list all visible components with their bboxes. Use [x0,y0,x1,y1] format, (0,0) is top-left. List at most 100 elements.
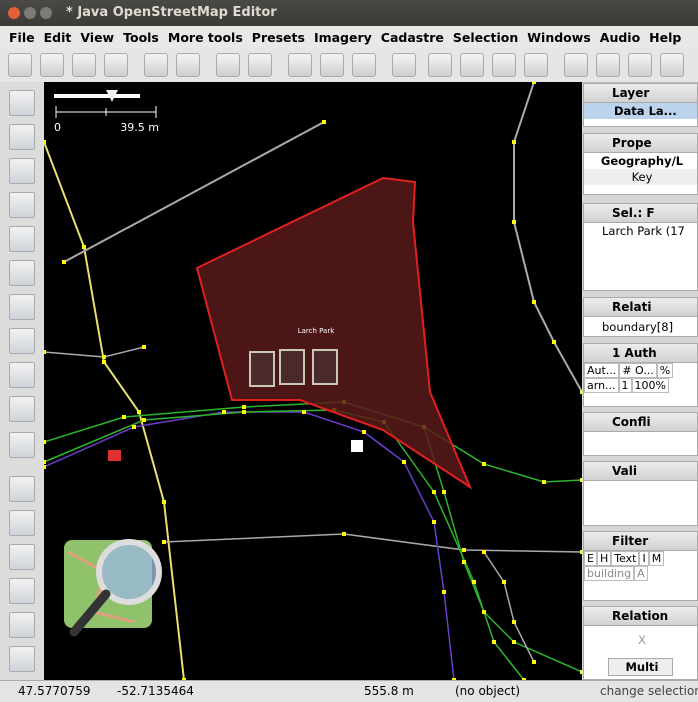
node[interactable] [142,418,146,422]
tool-button[interactable] [320,53,344,77]
node[interactable] [362,430,366,434]
node[interactable] [102,360,106,364]
tool-button[interactable] [628,53,652,77]
tool-button[interactable] [176,53,200,77]
menu-item[interactable]: Help [649,29,682,45]
mode-button[interactable] [9,124,35,150]
node[interactable] [502,580,506,584]
node[interactable] [532,82,536,84]
menu-item[interactable]: Selection [452,29,519,45]
node[interactable] [462,548,466,552]
node[interactable] [432,520,436,524]
way[interactable] [44,346,145,358]
node[interactable] [44,460,46,464]
node[interactable] [512,620,516,624]
node[interactable] [472,580,476,584]
node[interactable] [122,415,126,419]
node[interactable] [44,140,46,144]
mode-button[interactable] [9,294,35,320]
node[interactable] [512,140,516,144]
node[interactable] [342,532,346,536]
tool-button[interactable] [248,53,272,77]
node[interactable] [132,425,136,429]
node[interactable] [482,550,486,554]
node[interactable] [162,540,166,544]
tool-button[interactable] [492,53,516,77]
node[interactable] [532,660,536,664]
selection-item[interactable]: Larch Park (17 [602,224,685,238]
node[interactable] [242,410,246,414]
node[interactable] [44,440,46,444]
layer-item[interactable]: Data La... [584,103,697,119]
tool-button[interactable] [216,53,240,77]
tool-button[interactable] [352,53,376,77]
node[interactable] [302,410,306,414]
way[interactable] [163,533,582,553]
mode-button[interactable] [9,90,35,116]
menu-item[interactable]: More tools [167,29,243,45]
mode-button[interactable] [9,432,35,458]
relation-item[interactable]: boundary[8] [602,320,674,334]
node[interactable] [44,350,46,354]
menu-item[interactable]: Audio [599,29,641,45]
mode-button[interactable] [9,476,35,502]
node[interactable] [442,490,446,494]
maximize-button[interactable] [40,7,52,19]
node[interactable] [482,462,486,466]
node[interactable] [442,590,446,594]
menu-item[interactable]: Edit [43,29,72,45]
node[interactable] [322,120,326,124]
node[interactable] [542,480,546,484]
node[interactable] [580,390,582,394]
tool-button[interactable] [596,53,620,77]
building[interactable] [279,349,305,385]
way[interactable] [44,401,582,483]
mode-button[interactable] [9,510,35,536]
tool-button[interactable] [40,53,64,77]
node[interactable] [44,465,46,469]
node[interactable] [62,260,66,264]
multi-button[interactable]: Multi [608,658,673,676]
menu-item[interactable]: Windows [527,29,591,45]
node[interactable] [142,345,146,349]
mode-button[interactable] [9,192,35,218]
building[interactable] [312,349,338,385]
way[interactable] [63,121,325,263]
node[interactable] [402,460,406,464]
menu-item[interactable]: Presets [251,29,305,45]
tool-button[interactable] [392,53,416,77]
tool-button[interactable] [660,53,684,77]
tool-button[interactable] [428,53,452,77]
mode-button[interactable] [9,578,35,604]
properties-tab[interactable]: Geography/L [600,154,684,168]
mode-button[interactable] [9,396,35,422]
way[interactable] [483,551,535,663]
tool-button[interactable] [288,53,312,77]
way[interactable] [513,82,582,393]
way[interactable] [44,141,185,680]
poi-node[interactable] [351,440,363,452]
node[interactable] [162,500,166,504]
close-button[interactable] [8,7,20,19]
menu-item[interactable]: Imagery [313,29,372,45]
mode-button[interactable] [9,328,35,354]
tool-button[interactable] [524,53,548,77]
node[interactable] [580,670,582,674]
park-area[interactable] [195,176,473,490]
node[interactable] [580,478,582,482]
mode-button[interactable] [9,612,35,638]
tool-button[interactable] [104,53,128,77]
node[interactable] [462,560,466,564]
tool-button[interactable] [564,53,588,77]
menu-item[interactable]: Tools [123,29,159,45]
map-view[interactable]: Larch Park 0 39.5 m [44,82,582,680]
mode-button[interactable] [9,260,35,286]
menu-item[interactable]: Cadastre [380,29,444,45]
node[interactable] [482,610,486,614]
tool-button[interactable] [144,53,168,77]
way[interactable] [423,426,582,673]
minimize-button[interactable] [24,7,36,19]
menu-item[interactable]: File [9,29,35,45]
node[interactable] [512,220,516,224]
node[interactable] [182,678,186,680]
